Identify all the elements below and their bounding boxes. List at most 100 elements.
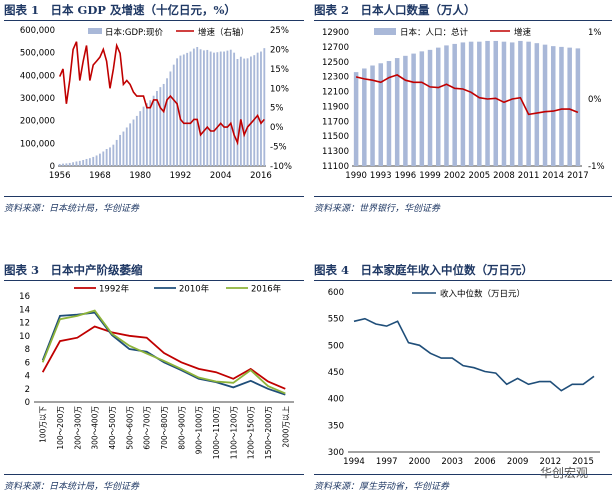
gdp-bar — [223, 51, 225, 166]
gdp-chart: 0 100,000 200,000 300,000 400,000 500,000 600,… — [20, 26, 292, 181]
population-bar — [386, 61, 392, 166]
gdp-bar — [115, 139, 118, 166]
legend-label: 增速（右轴） — [198, 27, 249, 38]
population-bar — [444, 45, 449, 166]
gdp-bar — [156, 90, 158, 166]
panel-title: 图表 1 日本 GDP 及增速（十亿日元，%） — [4, 3, 236, 17]
population-bar — [526, 41, 531, 166]
y-tick-label: 350 — [328, 421, 344, 431]
population-bar — [460, 42, 466, 166]
gdp-bar — [239, 56, 242, 166]
population-bar — [452, 43, 457, 166]
panel-source: 资料来源：日本统计局，华创证券 — [4, 482, 140, 492]
y-tick-label: 200,000 — [20, 117, 55, 127]
y-tick-label: 11900 — [322, 102, 349, 112]
population-bar — [559, 46, 564, 167]
legend-label: 增速 — [514, 27, 532, 38]
x-tick-label: 1100～1200万 — [229, 406, 238, 460]
x-tick-label: 2003 — [441, 457, 463, 467]
panel-title-bar: 图表 2 日本人口数量（万人） — [314, 0, 612, 21]
panel-population: 图表 2 日本人口数量（万人） 11100 11300 11500 11700 1190… — [314, 0, 612, 220]
growth-line — [58, 41, 265, 146]
x-tick-label: 2000万以上 — [281, 406, 290, 448]
gdp-bar — [186, 52, 189, 166]
gdp-bar — [226, 50, 229, 167]
y-tick-label: 550 — [328, 315, 344, 325]
gdp-bar — [92, 156, 95, 166]
gdp-bar — [68, 162, 71, 166]
income-chart: 300 350 400 450 500 550 600 1994 1997 2000 2003 200… — [328, 288, 600, 467]
x-tick-label: 1956 — [49, 171, 71, 181]
y2-tick-label: 20% — [270, 45, 289, 55]
gdp-bar — [199, 49, 202, 167]
y-tick-label: 300 — [328, 448, 344, 458]
gdp-bar — [132, 119, 135, 166]
population-bar — [534, 43, 540, 166]
legend-swatch-bar — [88, 28, 102, 34]
y-tick-label: 6 — [25, 358, 30, 368]
gdp-bar — [65, 163, 68, 166]
gdp-bar — [78, 160, 81, 166]
gdp-bar — [196, 47, 199, 166]
population-bar — [542, 44, 548, 166]
x-tick-label: 900～1000万 — [195, 406, 204, 455]
x-tick-label: 1500～2000万 — [264, 406, 273, 460]
panel-source: 资料来源：厚生劳动省，华创证券 — [314, 482, 450, 492]
population-bar — [550, 46, 556, 167]
y2-tick-label: 10% — [270, 84, 289, 94]
population-bar — [427, 49, 433, 166]
y-tick-label: 14 — [19, 305, 30, 315]
y-tick-label: 300,000 — [20, 94, 55, 104]
x-tick-label: 1992 — [170, 171, 192, 181]
x-tick-label: 500～600万 — [125, 406, 134, 450]
population-bar — [567, 47, 572, 166]
gdp-bar — [129, 123, 132, 166]
panel-household-income: 图表 4 日本家庭年收入中位数（万日元） 300 350 400 450 500 550 6… — [314, 260, 612, 496]
x-tick-label: 600～700万 — [143, 406, 152, 450]
y-tick-label: 11100 — [322, 162, 349, 172]
x-tick-label: 1980 — [129, 171, 151, 181]
y-tick-label: 16 — [19, 292, 30, 302]
y2-tick-label: -1% — [588, 162, 605, 172]
panel-title-bar: 图表 3 日本中产阶级萎缩 — [4, 260, 304, 281]
x-tick-label: 1993 — [370, 171, 392, 181]
legend-label: 日本:GDP:现价 — [105, 27, 163, 38]
y-tick-label: 500,000 — [20, 49, 55, 59]
x-tick-label: 1994 — [343, 457, 365, 467]
population-bar — [518, 40, 523, 166]
gdp-bar — [152, 95, 155, 166]
gdp-bar — [253, 55, 256, 166]
y-tick-label: 100,000 — [20, 139, 55, 149]
population-bar — [509, 42, 515, 166]
gdp-bar — [99, 153, 101, 166]
gdp-bar — [182, 54, 185, 167]
gdp-bar — [236, 59, 239, 166]
population-bar — [485, 40, 490, 166]
panel-gdp: 图表 1 日本 GDP 及增速（十亿日元，%） 0 100,000 200,000 3… — [4, 0, 304, 220]
gdp-bar — [233, 52, 236, 166]
middle-class-chart: 0 2 4 6 8 10 12 14 16 100万以下 100～200万 200～300万 300～4… — [19, 284, 294, 460]
gdp-bar — [192, 48, 195, 166]
population-chart: 11100 11300 11500 11700 11900 12100 12300 12500… — [322, 27, 605, 181]
y-tick-label: 10 — [19, 332, 30, 342]
panel-title: 图表 4 日本家庭年收入中位数（万日元） — [314, 263, 534, 277]
x-tick-label: 2005 — [469, 171, 491, 181]
gdp-bar — [62, 163, 64, 166]
x-tick-label: 800～900万 — [177, 406, 186, 450]
gdp-bar — [216, 52, 219, 166]
gdp-bar — [145, 103, 148, 166]
population-bar — [477, 41, 482, 166]
gdp-bar — [206, 49, 209, 166]
population-bar — [468, 41, 474, 166]
gdp-bar — [260, 51, 262, 166]
x-tick-label: 1999 — [419, 171, 441, 181]
y-tick-label: 12500 — [322, 58, 349, 68]
y-tick-label: 12900 — [322, 28, 349, 38]
gdp-bar — [209, 51, 212, 166]
population-bar — [403, 55, 408, 167]
population-bar — [370, 65, 375, 166]
panel-source: 资料来源：日本统计局，华创证券 — [4, 204, 140, 214]
source-divider — [314, 196, 612, 197]
x-tick-label: 1990 — [345, 171, 367, 181]
y-tick-label: 450 — [328, 368, 344, 378]
